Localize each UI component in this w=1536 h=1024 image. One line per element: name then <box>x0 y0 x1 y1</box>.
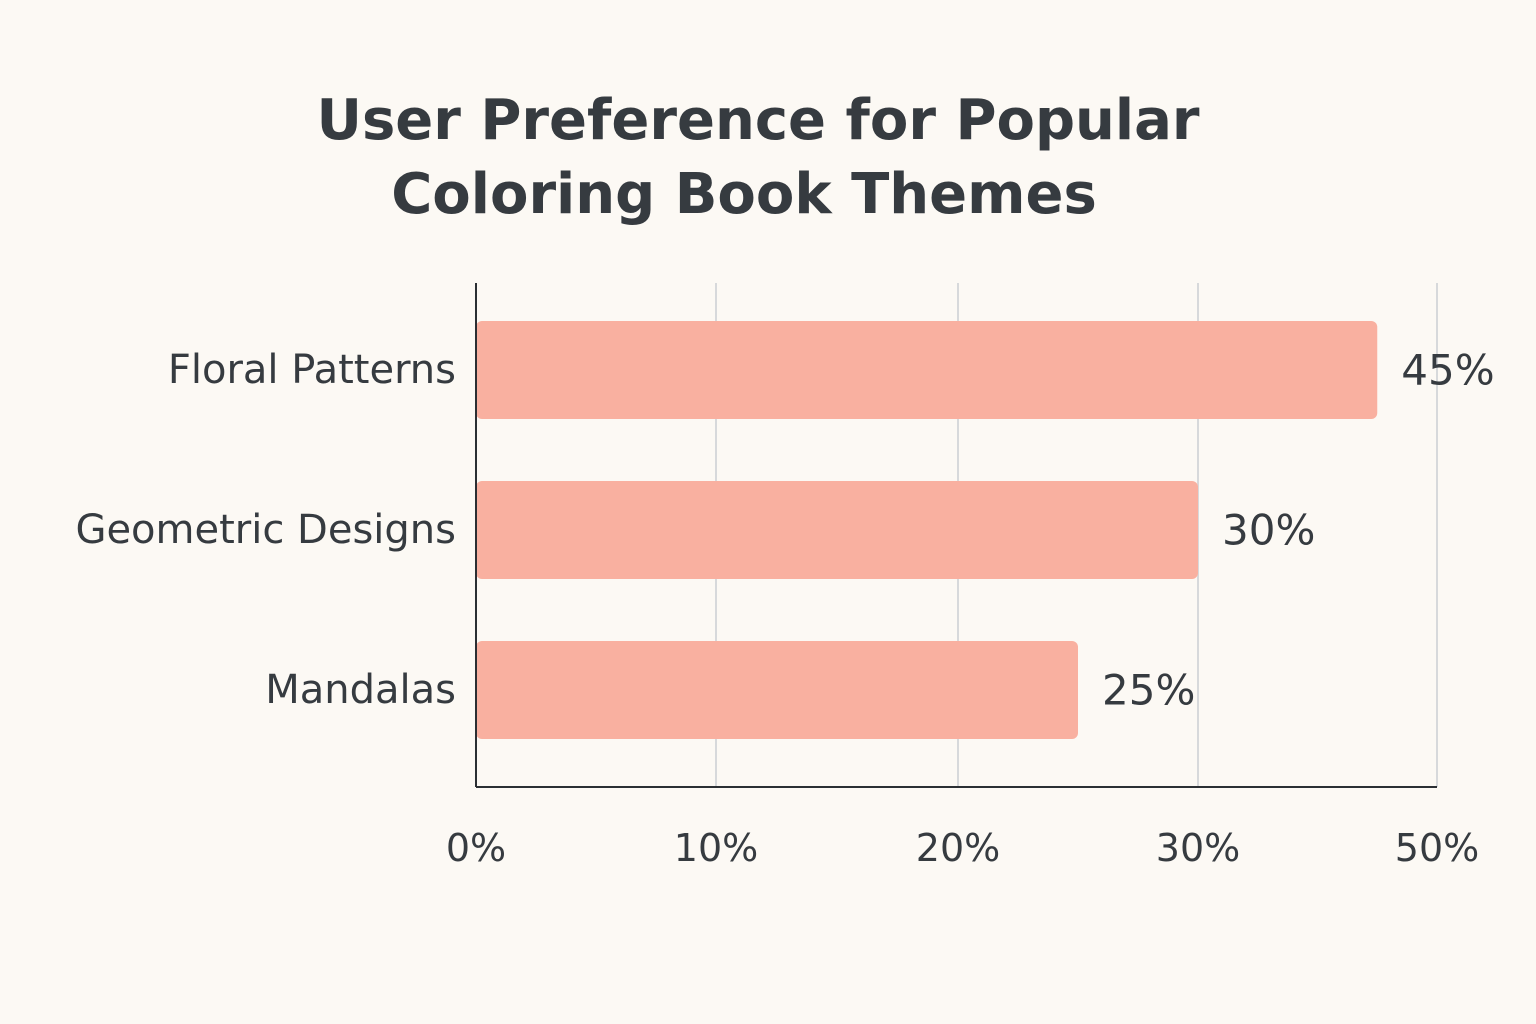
bar-floral-patterns <box>476 321 1378 419</box>
chart-title-line-1: User Preference for Popular <box>316 88 1200 153</box>
category-label: Mandalas <box>265 667 456 713</box>
bars <box>476 321 1378 739</box>
bar-geometric-designs <box>476 481 1198 579</box>
value-label: 45% <box>1401 346 1494 395</box>
chart-title-line-2: Coloring Book Themes <box>391 162 1097 227</box>
x-tick-label: 30% <box>1156 826 1240 870</box>
x-tick-label: 20% <box>916 826 1000 870</box>
x-tick-label: 10% <box>674 826 758 870</box>
bar-mandalas <box>476 641 1078 739</box>
x-tick-label: 0% <box>446 826 506 870</box>
axes <box>475 283 1437 788</box>
x-tick-label: 50% <box>1395 826 1479 870</box>
category-label: Geometric Designs <box>75 507 456 553</box>
labels: 45% Floral Patterns 30% Geometric Designs 25… <box>75 346 1494 871</box>
category-label: Floral Patterns <box>168 347 456 393</box>
value-label: 30% <box>1222 506 1315 555</box>
value-label: 25% <box>1102 666 1195 715</box>
